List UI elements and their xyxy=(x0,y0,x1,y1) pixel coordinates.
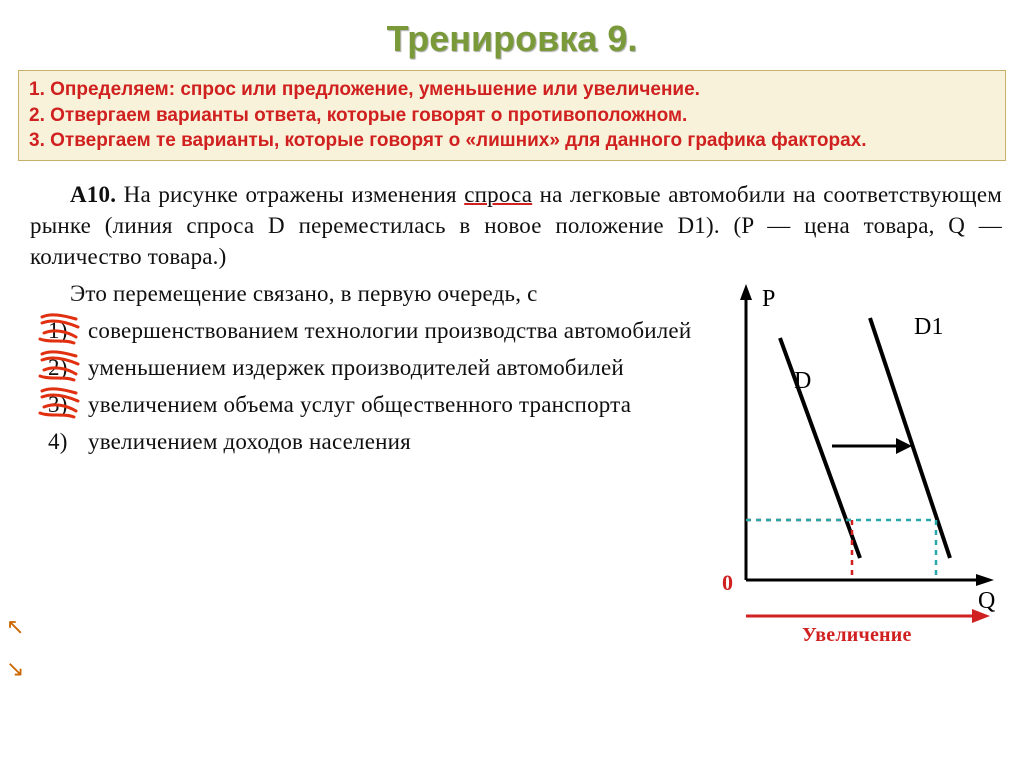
option-1-number: 1) xyxy=(48,315,68,346)
left-column: Это перемещение связано, в первую очеред… xyxy=(30,278,702,463)
instruction-1: 1. Определяем: спрос или предложение, ум… xyxy=(29,77,995,103)
option-4-text: увеличением доходов населения xyxy=(88,429,411,454)
option-3-number: 3) xyxy=(48,389,68,420)
page-title: Тренировка 9. xyxy=(0,0,1024,70)
chart-increase-label: Увеличение xyxy=(802,622,912,649)
option-1: 1) совершенствованием технологии произво… xyxy=(30,315,696,346)
option-2-number: 2) xyxy=(48,352,68,383)
question-label: А10. xyxy=(70,182,116,207)
instruction-3: 3. Отвергаем те варианты, которые говоря… xyxy=(29,128,995,154)
option-4: 4) увеличением доходов населения xyxy=(30,426,696,457)
underlined-spros: спроса xyxy=(464,182,532,207)
demand-shift-chart: P Q D D1 xyxy=(702,278,1002,648)
question-paragraph-1: А10. На рисунке отражены изменения спрос… xyxy=(30,179,1002,272)
option-2-text: уменьшением издержек производителей авто… xyxy=(88,355,624,380)
instruction-2: 2. Отвергаем варианты ответа, которые го… xyxy=(29,103,995,129)
arrow-upleft-icon: ↖ xyxy=(6,614,24,640)
instructions-box: 1. Определяем: спрос или предложение, ум… xyxy=(18,70,1006,161)
axis-p-label: P xyxy=(762,286,776,312)
chart-zero-label: 0 xyxy=(722,568,733,598)
slide-nav-indicators: ↖ ↘ xyxy=(6,598,24,698)
arrow-downright-icon: ↘ xyxy=(6,656,24,682)
options-list: 1) совершенствованием технологии произво… xyxy=(30,315,696,457)
question-paragraph-2: Это перемещение связано, в первую очеред… xyxy=(30,278,696,309)
chart-column: P Q D D1 0 Ув xyxy=(702,278,1002,648)
curve-d1-label: D1 xyxy=(914,314,944,340)
question-block: А10. На рисунке отражены изменения спрос… xyxy=(30,179,1002,648)
option-1-text: совершенствованием технологии производст… xyxy=(88,318,691,343)
option-2: 2) уменьшением издержек производителей а… xyxy=(30,352,696,383)
option-3: 3) увеличением объема услуг общественног… xyxy=(30,389,696,420)
option-4-number: 4) xyxy=(48,426,68,457)
curve-d-label: D xyxy=(794,368,812,394)
option-3-text: увеличением объема услуг общественного т… xyxy=(88,392,631,417)
axis-q-label: Q xyxy=(978,588,996,614)
